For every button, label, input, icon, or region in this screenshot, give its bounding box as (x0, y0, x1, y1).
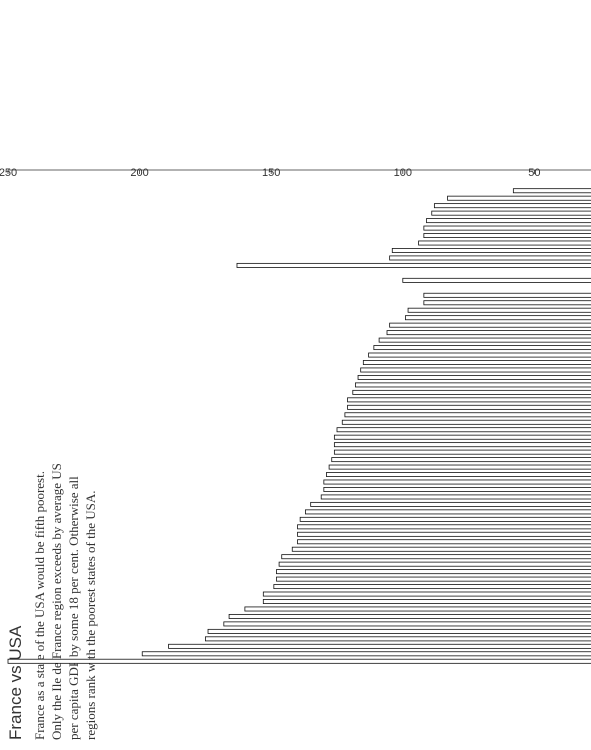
bar (305, 509, 591, 515)
bar (407, 307, 591, 313)
bar (291, 546, 591, 552)
bar (423, 233, 591, 239)
bar (273, 584, 591, 590)
bar (310, 501, 591, 507)
bar (299, 516, 591, 522)
bar (333, 449, 591, 455)
bar (352, 389, 591, 395)
bar (362, 360, 591, 365)
y-tick-label: 100 (394, 167, 412, 179)
bar (423, 292, 591, 298)
bar (447, 195, 591, 201)
bar (336, 427, 591, 433)
bar (355, 382, 591, 388)
bar (262, 599, 591, 604)
bar (297, 539, 591, 545)
bar (278, 561, 591, 567)
bar (223, 621, 591, 627)
bar (297, 531, 591, 537)
bar (204, 636, 591, 642)
bar (368, 352, 591, 358)
bar (236, 262, 591, 268)
y-axis: 050100150200250 (0, 167, 591, 179)
bar (7, 658, 591, 664)
bar (386, 330, 591, 336)
bar (168, 643, 591, 649)
bar (323, 487, 591, 492)
bars (7, 188, 591, 664)
bar (276, 576, 591, 582)
bar (228, 613, 591, 619)
bar (320, 494, 591, 500)
bar (389, 255, 591, 261)
y-tick-label: 50 (528, 167, 540, 179)
bar (347, 404, 591, 410)
bar (391, 248, 591, 253)
bar (433, 203, 591, 209)
y-tick-label: 150 (262, 167, 280, 179)
bar (423, 300, 591, 306)
bar (281, 554, 591, 560)
bar (341, 419, 591, 425)
bar (512, 188, 591, 194)
bar (297, 524, 591, 530)
bar (423, 225, 591, 231)
bar (333, 434, 591, 440)
bar (328, 464, 591, 470)
bar (418, 240, 591, 246)
bar (405, 315, 591, 321)
bar (333, 442, 591, 448)
bar (244, 606, 591, 612)
bar (389, 322, 591, 328)
bar (141, 651, 591, 657)
bar (344, 412, 591, 418)
bar (326, 472, 591, 478)
bar (207, 628, 591, 634)
bar (323, 479, 591, 485)
y-tick-label: 200 (130, 167, 148, 179)
bar (402, 277, 591, 283)
bar (426, 218, 591, 224)
y-tick-label: 250 (0, 167, 17, 179)
bar (431, 210, 591, 216)
bar (360, 367, 591, 373)
bar (276, 569, 591, 575)
bar (331, 457, 591, 463)
bar (357, 374, 591, 380)
bar (378, 337, 591, 343)
bar (373, 345, 591, 351)
bar (347, 397, 591, 403)
bar (262, 591, 591, 597)
